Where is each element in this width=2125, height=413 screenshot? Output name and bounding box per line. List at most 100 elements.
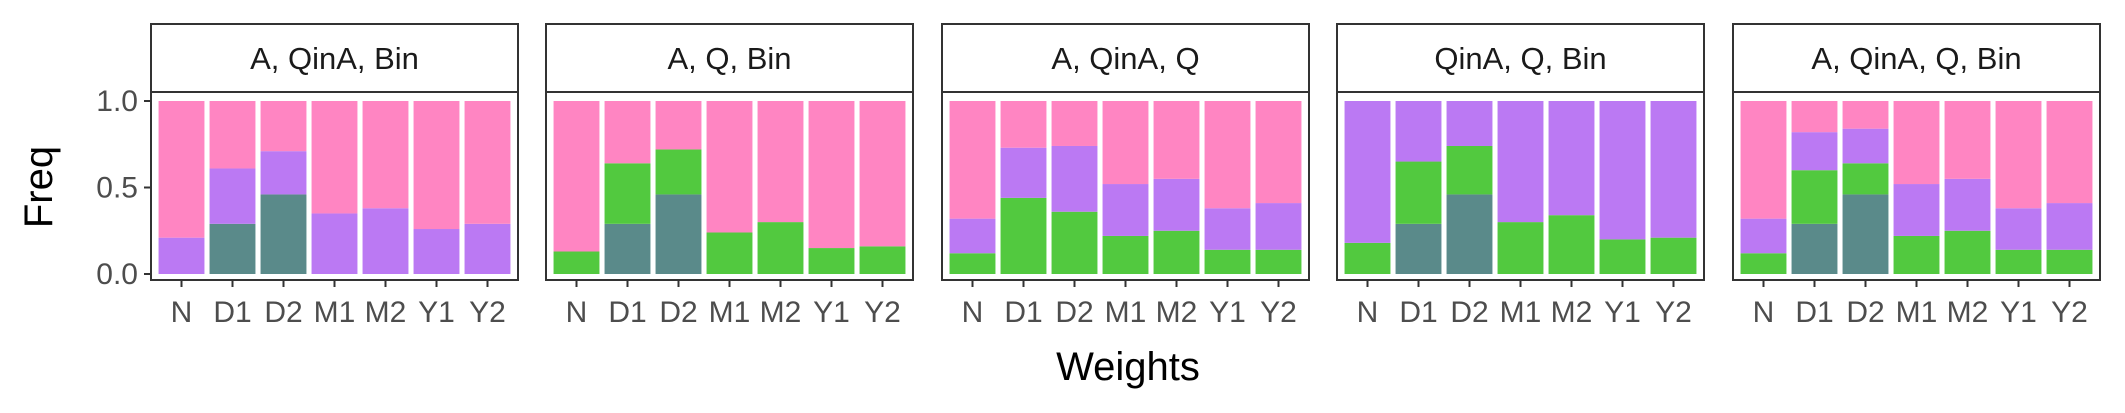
bar-segment bbox=[413, 101, 460, 230]
x-tick-label: N bbox=[962, 296, 984, 329]
x-tick-label: Y1 bbox=[418, 296, 455, 329]
bar-segment bbox=[859, 246, 906, 274]
y-tick-label: 0.0 bbox=[96, 258, 138, 291]
bar-segment bbox=[1842, 128, 1889, 164]
panel: A, QinA, Q N D1 D2 M1 M2 Y1 Y2 bbox=[941, 23, 1310, 329]
bar-segment bbox=[1204, 208, 1251, 250]
x-tick-label: M2 bbox=[1156, 296, 1198, 329]
x-tick-label: M2 bbox=[760, 296, 802, 329]
bar-segment bbox=[464, 223, 511, 274]
bar-segment bbox=[949, 101, 996, 219]
bar-segment bbox=[1204, 249, 1251, 274]
x-tick-label: N bbox=[1357, 296, 1379, 329]
bar-segment bbox=[655, 101, 702, 150]
bar-segment bbox=[1995, 208, 2042, 250]
bar-segment bbox=[1497, 222, 1544, 274]
x-tick-label: D2 bbox=[1846, 296, 1884, 329]
bar-segment bbox=[1893, 184, 1940, 236]
x-tick-label: D1 bbox=[608, 296, 646, 329]
bar-segment bbox=[808, 248, 855, 274]
x-tick-label: D1 bbox=[1795, 296, 1833, 329]
panel-title: A, QinA, Q, Bin bbox=[1811, 41, 2021, 76]
bar-segment bbox=[1344, 101, 1391, 243]
bar-segment bbox=[260, 151, 307, 195]
bar-segment bbox=[655, 149, 702, 195]
bar-segment bbox=[1650, 101, 1697, 238]
bar-segment bbox=[808, 101, 855, 249]
y-tick-label: 1.0 bbox=[96, 85, 138, 118]
bar-segment bbox=[604, 163, 651, 224]
x-tick-label: D1 bbox=[1399, 296, 1437, 329]
panel: A, QinA, Bin N D1 D2 M1 M2 Y1 Y2 bbox=[150, 23, 519, 329]
bar-segment bbox=[158, 101, 205, 238]
bar-segment bbox=[311, 101, 358, 214]
bar-segment bbox=[1446, 145, 1493, 195]
bar-segment bbox=[1000, 147, 1047, 198]
bar-segment bbox=[1740, 101, 1787, 219]
x-tick-label: M1 bbox=[709, 296, 751, 329]
bar-segment bbox=[1599, 239, 1646, 274]
panel-border bbox=[1336, 91, 1705, 281]
bar-segment bbox=[2046, 249, 2093, 274]
bar-segment bbox=[1893, 101, 1940, 185]
x-tick-label: M2 bbox=[365, 296, 407, 329]
bar-segment bbox=[1944, 178, 1991, 231]
bar-segment bbox=[553, 251, 600, 274]
bar-segment bbox=[260, 101, 307, 152]
bar-segment bbox=[1255, 101, 1302, 204]
x-tick-label: M1 bbox=[314, 296, 356, 329]
x-tick-label: N bbox=[1753, 296, 1775, 329]
x-tick-label: D1 bbox=[213, 296, 251, 329]
bar-segment bbox=[1548, 101, 1595, 216]
bar-segment bbox=[604, 223, 651, 274]
bar-segment bbox=[757, 101, 804, 223]
x-axis-title: Weights bbox=[1056, 345, 1200, 389]
bar-segment bbox=[859, 101, 906, 247]
panel: A, QinA, Q, Bin N D1 D2 M1 M2 Y1 Y2 bbox=[1732, 23, 2101, 329]
bar-segment bbox=[553, 101, 600, 252]
bar-segment bbox=[1102, 235, 1149, 274]
x-tick-label: Y1 bbox=[1604, 296, 1641, 329]
panel-title: A, Q, Bin bbox=[667, 41, 791, 76]
x-tick-label: Y2 bbox=[469, 296, 506, 329]
x-tick-label: N bbox=[566, 296, 588, 329]
panel-border bbox=[545, 91, 914, 281]
bar-segment bbox=[1395, 161, 1442, 224]
bar-segment bbox=[311, 213, 358, 274]
panel-title: QinA, Q, Bin bbox=[1434, 41, 1606, 76]
x-tick-label: Y1 bbox=[813, 296, 850, 329]
bar-segment bbox=[362, 101, 409, 209]
bar-segment bbox=[1791, 223, 1838, 274]
bar-segment bbox=[1791, 170, 1838, 224]
bar-segment bbox=[1000, 101, 1047, 148]
bar-segment bbox=[260, 194, 307, 274]
panel-border bbox=[150, 91, 519, 281]
panel: A, Q, Bin N D1 D2 M1 M2 Y1 Y2 bbox=[545, 23, 914, 329]
bar-segment bbox=[1255, 203, 1302, 250]
x-tick-label: M1 bbox=[1500, 296, 1542, 329]
x-tick-label: M1 bbox=[1105, 296, 1147, 329]
panels: A, QinA, Bin N D1 D2 M1 M2 Y1 Y2 A, Q, Bin N D1 D2 M… bbox=[150, 23, 2101, 329]
bar-segment bbox=[655, 194, 702, 274]
bar-segment bbox=[1548, 215, 1595, 274]
bar-segment bbox=[706, 232, 753, 274]
bar-segment bbox=[1842, 194, 1889, 274]
panel-strip bbox=[1732, 23, 2101, 93]
panel-strip bbox=[941, 23, 1310, 93]
bar-segment bbox=[1153, 178, 1200, 231]
panel-border bbox=[941, 91, 1310, 281]
bar-segment bbox=[2046, 101, 2093, 204]
y-tick-label: 0.5 bbox=[96, 172, 138, 205]
bar-segment bbox=[1102, 101, 1149, 185]
x-tick-label: D2 bbox=[659, 296, 697, 329]
bar-segment bbox=[1599, 101, 1646, 240]
bar-segment bbox=[1497, 101, 1544, 223]
bar-segment bbox=[1995, 249, 2042, 274]
bar-segment bbox=[1051, 211, 1098, 274]
bar-segment bbox=[1842, 101, 1889, 129]
bar-segment bbox=[1051, 101, 1098, 146]
x-tick-label: D2 bbox=[264, 296, 302, 329]
bar-segment bbox=[209, 168, 256, 224]
x-tick-label: N bbox=[171, 296, 193, 329]
bar-segment bbox=[1791, 132, 1838, 171]
